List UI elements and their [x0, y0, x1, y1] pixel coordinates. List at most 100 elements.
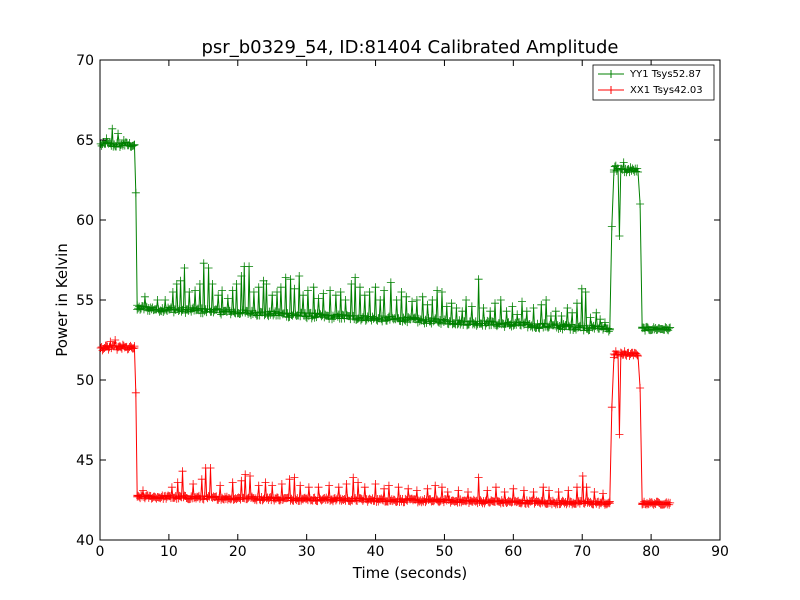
data-point [286, 275, 295, 284]
data-point [378, 317, 387, 326]
data-point [505, 321, 514, 330]
data-point [172, 280, 181, 288]
data-point [420, 319, 429, 328]
data-point [262, 280, 271, 288]
data-point [440, 315, 449, 324]
data-point [204, 264, 213, 272]
data-point [208, 280, 217, 288]
data-point [131, 388, 140, 397]
data-point [306, 308, 315, 317]
data-point [467, 302, 476, 311]
data-point [409, 494, 418, 503]
data-point [254, 283, 263, 292]
data-point [557, 312, 566, 320]
data-point [295, 272, 304, 280]
data-point [261, 478, 270, 487]
data-point [599, 489, 608, 498]
data-point [590, 488, 599, 496]
y-tick-label: 55 [76, 293, 94, 309]
data-point [491, 483, 500, 492]
data-point [328, 311, 337, 320]
data-point [500, 488, 509, 496]
y-tick-label: 40 [76, 533, 94, 549]
data-point [454, 486, 463, 495]
data-point [554, 488, 563, 496]
data-point [581, 288, 590, 296]
data-point [328, 315, 337, 324]
data-point [551, 307, 560, 316]
data-point [380, 286, 389, 295]
data-point [218, 286, 227, 295]
data-point [303, 286, 312, 295]
data-point [428, 296, 437, 304]
data-point [522, 307, 531, 316]
data-point [129, 141, 138, 150]
data-point [455, 316, 464, 325]
data-point [464, 488, 473, 496]
chart-title: psr_b0329_54, ID:81404 Calibrated Amplit… [202, 37, 619, 58]
data-point [586, 313, 595, 322]
data-point [415, 317, 424, 326]
data-point [462, 296, 471, 304]
legend-label-xx1: XX1 Tsys42.03 [630, 85, 703, 96]
data-point [111, 336, 120, 344]
data-point [180, 264, 189, 272]
data-point [502, 307, 511, 316]
data-point [116, 140, 125, 149]
data-point [442, 302, 451, 311]
series-layer [96, 124, 675, 509]
data-point [322, 493, 331, 502]
data-point [334, 483, 343, 492]
data-point [268, 481, 277, 490]
data-point [474, 473, 483, 482]
data-point [325, 481, 334, 490]
data-point [349, 473, 358, 482]
data-point [615, 430, 624, 439]
data-point [138, 486, 147, 495]
series-markers-0 [96, 124, 675, 336]
data-point [276, 283, 285, 292]
data-point [251, 309, 260, 318]
data-point [351, 273, 360, 282]
data-point [170, 493, 179, 502]
data-point [633, 164, 642, 173]
data-point [301, 495, 310, 504]
y-tick-label: 65 [76, 133, 94, 149]
data-point [404, 484, 413, 493]
data-point [243, 495, 252, 504]
data-point [526, 497, 535, 506]
data-point [542, 296, 551, 304]
data-point [665, 500, 674, 509]
data-point [342, 480, 351, 488]
data-point [168, 288, 177, 296]
x-tick-label: 90 [711, 544, 729, 560]
data-point [349, 311, 358, 320]
data-point [607, 222, 616, 231]
data-point [153, 296, 162, 304]
legend-marker-xx1 [607, 86, 615, 94]
data-point [488, 317, 497, 326]
data-point [245, 262, 254, 271]
data-point [605, 497, 614, 506]
y-tick-label: 50 [76, 373, 94, 389]
data-point [394, 483, 403, 492]
data-point [483, 486, 492, 495]
data-point [189, 480, 198, 488]
data-point [592, 308, 601, 317]
data-point [198, 309, 207, 318]
data-point [399, 313, 408, 322]
data-point [604, 498, 613, 507]
data-point [392, 296, 401, 304]
data-point [213, 304, 222, 313]
data-point [299, 291, 308, 300]
data-point [634, 352, 643, 360]
data-point [519, 486, 528, 495]
data-point [281, 273, 290, 282]
data-point [114, 129, 123, 138]
y-tick-label: 70 [76, 53, 94, 69]
data-point [355, 283, 364, 292]
data-point [314, 294, 323, 303]
x-tick-label: 60 [504, 544, 522, 560]
data-point [412, 486, 421, 495]
data-point [228, 478, 237, 487]
